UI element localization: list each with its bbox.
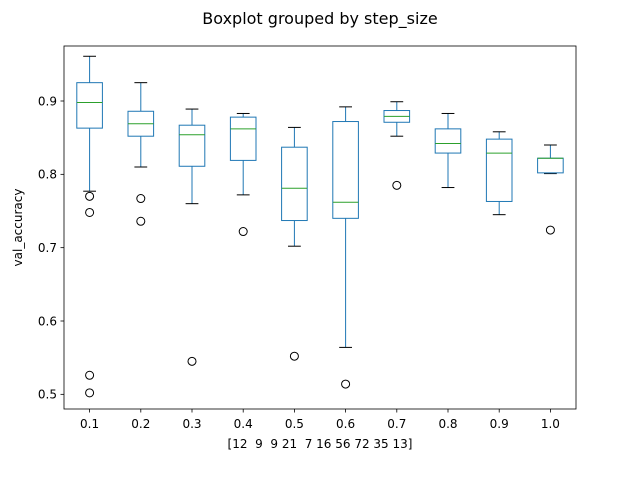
x-tick-label: 0.2: [131, 417, 150, 431]
outlier-point: [187, 356, 197, 366]
x-tick-label: 0.8: [438, 417, 457, 431]
outlier-point: [136, 194, 146, 204]
x-tick-label: 0.7: [387, 417, 406, 431]
outlier-point: [392, 180, 402, 190]
box: [485, 138, 513, 202]
box: [434, 128, 462, 154]
y-tick-label: 0.8: [38, 168, 57, 182]
box: [76, 82, 103, 129]
outlier-point: [545, 225, 555, 235]
y-tick-label: 0.6: [38, 314, 57, 328]
x-tick-label: 0.1: [80, 417, 99, 431]
outlier-point: [85, 370, 95, 380]
x-tick-label: 0.3: [182, 417, 201, 431]
outlier-point: [238, 227, 248, 237]
outlier-point: [136, 216, 146, 226]
outlier-point: [289, 351, 299, 361]
outlier-point: [85, 207, 95, 217]
y-tick-label: 0.9: [38, 94, 57, 108]
box: [332, 121, 359, 219]
box: [281, 146, 308, 222]
chart-title: Boxplot grouped by step_size: [202, 9, 437, 29]
y-tick-label: 0.7: [38, 241, 57, 255]
outlier-point: [341, 379, 351, 389]
box: [229, 116, 257, 161]
axes-frame: [63, 45, 577, 410]
x-tick-label: 1.0: [541, 417, 560, 431]
x-tick-label: 0.9: [490, 417, 509, 431]
x-axis-label: [12 9 9 21 7 16 56 72 35 13]: [228, 437, 413, 451]
y-tick-label: 0.5: [38, 388, 57, 402]
plot-area: 0.5 0.6 0.7 0.8 0.9 0.1 0.2 0.3 0.4 0.5 0.6 0.7 0.8 0…: [38, 55, 564, 431]
outlier-point: [85, 191, 95, 201]
box: [537, 157, 564, 174]
x-tick-label: 0.6: [336, 417, 355, 431]
y-axis-label: val_accuracy: [11, 189, 25, 267]
x-tick-label: 0.4: [234, 417, 253, 431]
box: [178, 124, 206, 167]
outlier-point: [85, 388, 95, 398]
x-tick-label: 0.5: [285, 417, 304, 431]
